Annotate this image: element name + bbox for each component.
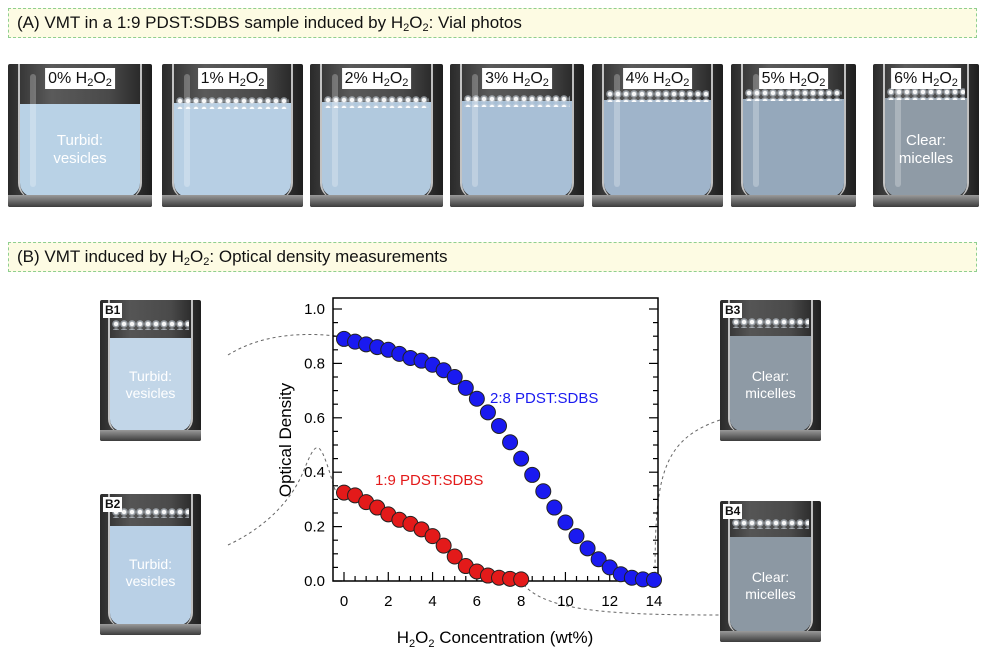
plot-frame — [332, 297, 659, 582]
data-point — [524, 466, 541, 483]
axis-ticks: 0 2 4 6 8 10 12 14 0.0 0.2 0.4 0.6 0.8 1.0 — [304, 301, 662, 610]
data-point — [513, 571, 530, 588]
inset-caption: Turbid: vesicles — [125, 368, 176, 401]
x-tick-label: 12 — [601, 593, 618, 610]
x-tick-label: 8 — [517, 593, 525, 610]
vial-photo: 3% H2O2 — [450, 64, 584, 207]
data-point — [424, 528, 441, 545]
inset-connectors — [227, 333, 721, 616]
x-tick-label: 4 — [428, 593, 436, 610]
data-point — [457, 379, 474, 396]
y-tick-label: 0.6 — [304, 410, 325, 427]
vial-caption: Clear: micelles — [898, 132, 954, 167]
series-label-2-8: 2:8 PDST:SDBS — [490, 390, 598, 407]
vial-concentration-label: 1% H2O2 — [197, 68, 268, 89]
x-tick-label: 14 — [646, 593, 663, 610]
x-tick-label: 6 — [473, 593, 481, 610]
series-1 — [336, 484, 530, 588]
data-point — [468, 390, 485, 407]
y-tick-label: 0.2 — [304, 519, 325, 536]
data-point — [446, 548, 463, 565]
vial-concentration-label: 6% H2O2 — [891, 68, 961, 89]
data-point — [535, 483, 552, 500]
vial-photo: 1% H2O2 — [162, 64, 303, 207]
data-point — [546, 499, 563, 516]
data-point — [479, 404, 496, 421]
inset-label: B2 — [103, 497, 123, 512]
inset-photo-b1: B1 Turbid: vesicles — [100, 300, 201, 441]
inset-caption: Clear: micelles — [745, 368, 796, 401]
data-point — [491, 417, 507, 434]
vial-photo: 2% H2O2 — [310, 64, 443, 207]
vial-photo: 0% H2O2 Turbid: vesicles — [8, 64, 152, 207]
inset-photo-b3: B3 Clear: micelles — [720, 300, 821, 441]
series-0 — [336, 330, 662, 588]
vial-photo: 4% H2O2 — [592, 64, 723, 207]
y-tick-label: 0.4 — [304, 464, 325, 481]
inset-photo-b4: B4 Clear: micelles — [720, 501, 821, 642]
panel-b-title: (B) VMT induced by H2O2: Optical density… — [8, 242, 977, 272]
series-label-1-9: 1:9 PDST:SDBS — [375, 472, 483, 489]
x-tick-label: 2 — [384, 593, 392, 610]
vial-concentration-label: 4% H2O2 — [622, 68, 693, 89]
data-point — [502, 434, 519, 451]
connector-b4 — [519, 579, 721, 616]
data-point — [435, 537, 452, 554]
y-axis-label: Optical Density — [276, 382, 295, 497]
vial-caption: Turbid: vesicles — [53, 132, 107, 167]
connector-b2 — [227, 447, 337, 546]
data-point — [590, 551, 607, 568]
connector-b3 — [654, 419, 721, 581]
data-point — [557, 514, 574, 531]
vial-concentration-label: 2% H2O2 — [341, 68, 412, 89]
connector-b1 — [227, 333, 337, 356]
inset-label: B4 — [723, 504, 743, 519]
vial-concentration-label: 3% H2O2 — [482, 68, 552, 89]
inset-label: B3 — [723, 303, 743, 318]
y-tick-label: 1.0 — [304, 301, 325, 318]
x-axis-label: H2O2 Concentration (wt%) — [397, 628, 594, 650]
vial-photo: 6% H2O2 Clear: micelles — [873, 64, 979, 207]
panel-a-title: (A) VMT in a 1:9 PDST:SDBS sample induce… — [8, 8, 977, 38]
x-tick-label: 0 — [340, 593, 348, 610]
y-tick-label: 0.0 — [304, 573, 325, 590]
data-point — [446, 369, 463, 385]
inset-label: B1 — [103, 303, 123, 318]
y-tick-label: 0.8 — [304, 355, 325, 372]
vial-concentration-label: 5% H2O2 — [758, 68, 829, 89]
data-point — [646, 571, 662, 588]
data-point — [579, 540, 596, 557]
inset-caption: Clear: micelles — [745, 569, 796, 602]
vial-photo: 5% H2O2 — [731, 64, 856, 207]
inset-caption: Turbid: vesicles — [125, 556, 176, 589]
x-tick-label: 10 — [557, 593, 574, 610]
data-point — [568, 528, 585, 545]
inset-photo-b2: B2 Turbid: vesicles — [100, 494, 201, 635]
data-series — [336, 330, 662, 588]
vial-concentration-label: 0% H2O2 — [45, 68, 115, 89]
data-point — [513, 450, 530, 467]
